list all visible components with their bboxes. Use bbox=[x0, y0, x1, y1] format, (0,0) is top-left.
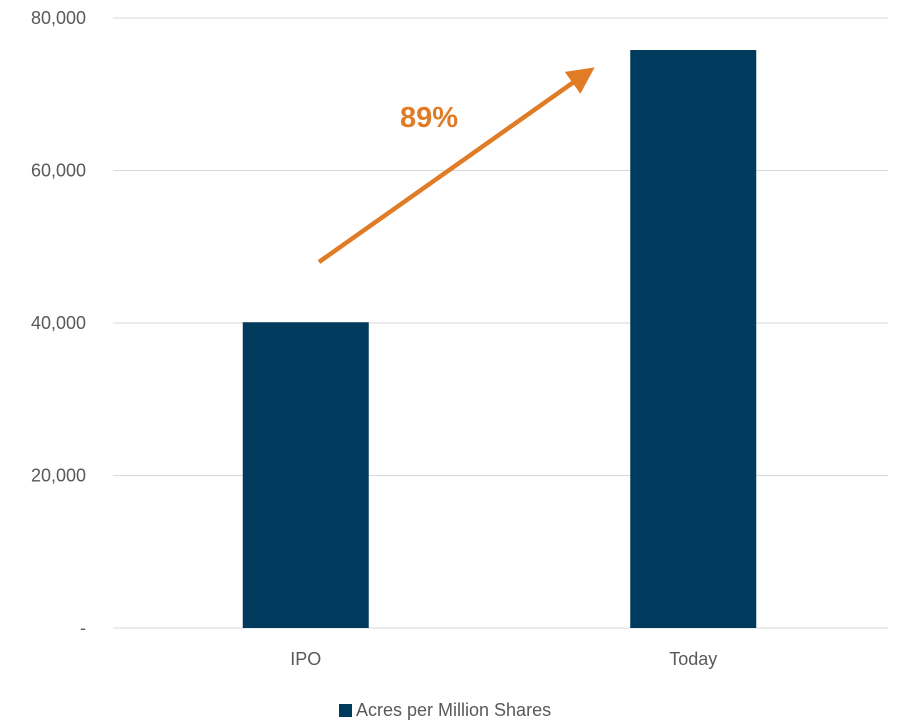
y-tick-label: 60,000 bbox=[31, 161, 86, 181]
y-tick-label: 40,000 bbox=[31, 313, 86, 333]
x-axis-category-labels: IPO Today bbox=[290, 649, 717, 669]
bar-today bbox=[630, 50, 757, 628]
y-tick-label: 80,000 bbox=[31, 8, 86, 28]
x-category-label: IPO bbox=[290, 649, 321, 669]
growth-annotation: 89% bbox=[317, 67, 595, 264]
x-category-label: Today bbox=[669, 649, 717, 669]
growth-arrow bbox=[317, 67, 595, 264]
y-axis-tick-labels: - 20,000 40,000 60,000 80,000 bbox=[31, 8, 86, 638]
bar-ipo bbox=[242, 322, 369, 628]
growth-percent-label: 89% bbox=[400, 102, 458, 134]
legend-label: Acres per Million Shares bbox=[356, 700, 551, 720]
bars bbox=[242, 50, 757, 628]
gridlines bbox=[113, 17, 888, 629]
y-tick-label: - bbox=[80, 618, 86, 638]
legend: Acres per Million Shares bbox=[339, 700, 551, 720]
y-tick-label: 20,000 bbox=[31, 466, 86, 486]
legend-swatch bbox=[339, 704, 352, 717]
